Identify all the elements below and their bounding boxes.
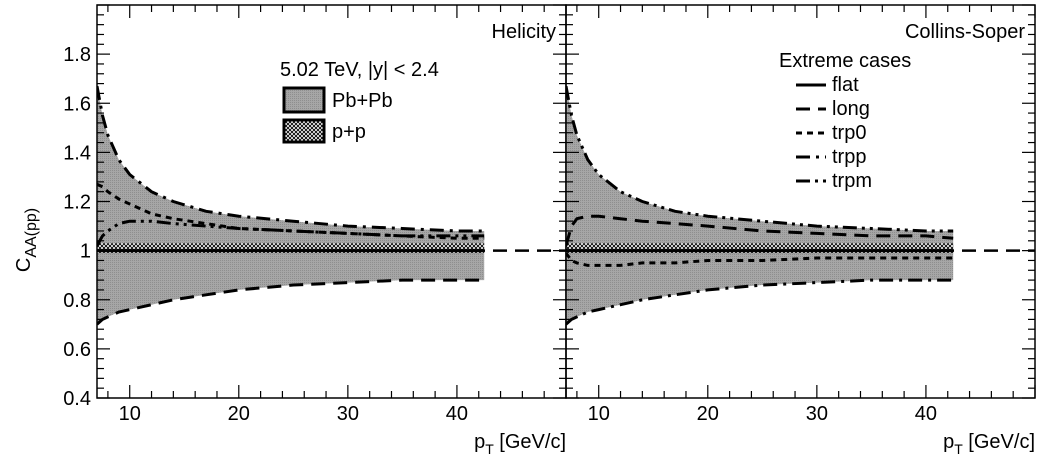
y-tick-label: 1.2: [63, 192, 91, 214]
y-tick-label: 1.4: [63, 142, 91, 164]
band-pbpb: [566, 86, 954, 325]
legend-label-trpp: trpp: [832, 146, 866, 168]
series-line-long: [566, 214, 954, 247]
y-axis-title-main: C: [13, 258, 35, 272]
x-tick-label: 10: [119, 403, 141, 425]
panel-helicity: 10 20 30 40 0.4 0.6 0.8 1 1.2 1.4 1.6 1.8 Helicity: [63, 4, 567, 425]
legend-label-trp0: trp0: [832, 122, 866, 144]
panel-title: Helicity: [492, 21, 556, 43]
series-line-long: [97, 278, 485, 326]
x-axis-title-left: pT [GeV/c]: [474, 431, 566, 457]
panel-title: Collins-Soper: [905, 21, 1025, 43]
x-tick-label: 40: [915, 403, 937, 425]
legend-swatch-pp: [282, 118, 326, 144]
y-tick-label: 0.6: [63, 339, 91, 361]
x-tick-label: 20: [697, 403, 719, 425]
svg-text:pT [GeV/c]: pT [GeV/c]: [943, 431, 1035, 457]
band-pbpb: [97, 86, 485, 325]
x-tick-label: 30: [806, 403, 828, 425]
series-line-trpp: [566, 278, 954, 326]
x-tick-label: 10: [588, 403, 610, 425]
series-line-trpp: [97, 85, 485, 233]
x-tick-label: 30: [337, 403, 359, 425]
legend-header: 5.02 TeV, |y| < 2.4: [280, 59, 439, 81]
y-tick-label: 1.8: [63, 44, 91, 66]
y-axis-title-sub: AA(pp): [23, 208, 40, 258]
x-tick-label: 40: [446, 403, 468, 425]
svg-text:CAA(pp): CAA(pp): [13, 208, 40, 272]
svg-text:pT [GeV/c]: pT [GeV/c]: [474, 431, 566, 457]
legend-label-long: long: [832, 98, 870, 120]
series-line-trp0: [97, 182, 485, 240]
series-line-trpm: [97, 219, 485, 247]
series-line-trp0: [566, 252, 954, 267]
y-tick-label: 1: [80, 241, 91, 263]
legend-swatch-pbpb: [282, 86, 326, 114]
y-tick-label: 0.4: [63, 388, 91, 410]
legend-label-trpm: trpm: [832, 170, 872, 192]
y-tick-label: 1.6: [63, 93, 91, 115]
y-axis-title: CAA(pp): [13, 208, 40, 272]
extreme-header: Extreme cases: [779, 50, 911, 72]
x-tick-label: 20: [228, 403, 250, 425]
x-axis-title-right: pT [GeV/c]: [943, 431, 1035, 457]
legend-label-pbpb: Pb+Pb: [332, 90, 393, 112]
panel-collins-soper: 10 20 30 40 Collins-Soper: [565, 4, 1036, 425]
series-line-trpm: [566, 85, 954, 233]
legend-label-flat: flat: [832, 74, 859, 96]
legend-label-pp: p+p: [332, 121, 366, 143]
legend-bands: 5.02 TeV, |y| < 2.4 Pb+Pb p+p: [280, 59, 439, 144]
y-tick-label: 0.8: [63, 290, 91, 312]
